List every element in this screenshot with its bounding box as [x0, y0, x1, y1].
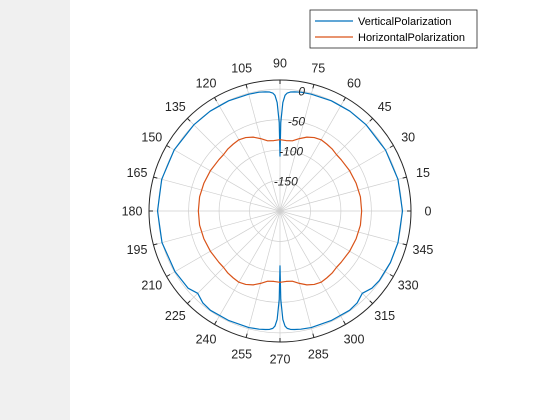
- theta-gridline: [166, 210, 281, 277]
- r-tick-label: -50: [288, 114, 306, 128]
- theta-tick-label: 300: [344, 333, 365, 347]
- theta-tick-mark: [166, 274, 171, 277]
- theta-gridline: [245, 84, 281, 212]
- theta-tick-mark: [402, 243, 407, 246]
- r-tick-label: -100: [279, 144, 303, 158]
- theta-tick-label: 30: [401, 131, 415, 145]
- theta-tick-mark: [389, 274, 394, 277]
- legend-box: [309, 9, 478, 49]
- theta-tick-mark: [166, 145, 171, 148]
- r-tick-label: -150: [274, 174, 298, 188]
- theta-tick-label: 15: [416, 166, 430, 180]
- theta-gridline: [153, 176, 281, 212]
- theta-tick-label: 135: [165, 100, 186, 114]
- theta-tick-mark: [214, 97, 217, 102]
- r-tick-label: 0: [298, 84, 305, 98]
- theta-gridline: [279, 210, 315, 338]
- theta-tick-mark: [153, 243, 158, 246]
- theta-tick-label: 90: [273, 57, 287, 71]
- theta-gridline: [279, 145, 394, 212]
- theta-tick-label: 180: [122, 205, 143, 219]
- theta-tick-label: 105: [231, 62, 252, 76]
- theta-tick-mark: [369, 300, 373, 304]
- theta-tick-label: 315: [374, 309, 395, 323]
- legend-label: VerticalPolarization: [358, 16, 452, 28]
- theta-tick-mark: [402, 176, 407, 179]
- theta-gridline: [245, 210, 281, 338]
- theta-gridline: [279, 210, 346, 325]
- theta-tick-label: 45: [378, 100, 392, 114]
- theta-tick-label: 150: [141, 131, 162, 145]
- theta-tick-label: 0: [425, 205, 432, 219]
- theta-gridline: [279, 97, 346, 212]
- theta-tick-mark: [369, 118, 373, 122]
- theta-tick-label: 165: [127, 166, 148, 180]
- theta-tick-mark: [245, 333, 248, 338]
- r-gridline: [249, 180, 311, 242]
- theta-tick-label: 195: [127, 243, 148, 257]
- theta-gridline: [279, 176, 407, 212]
- theta-tick-label: 330: [398, 279, 419, 293]
- theta-tick-mark: [214, 320, 217, 325]
- theta-tick-label: 75: [311, 62, 325, 76]
- theta-tick-label: 210: [141, 279, 162, 293]
- theta-tick-mark: [343, 97, 346, 102]
- theta-gridline: [187, 118, 281, 212]
- r-gridline: [157, 88, 403, 334]
- legend-label: HorizontalPolarization: [358, 32, 465, 44]
- theta-tick-label: 225: [165, 309, 186, 323]
- theta-tick-mark: [389, 145, 394, 148]
- series-line-vertical: [156, 91, 404, 331]
- theta-gridline: [214, 97, 281, 212]
- theta-tick-label: 255: [231, 347, 252, 361]
- theta-gridline: [279, 210, 394, 277]
- theta-tick-mark: [312, 84, 315, 89]
- theta-tick-mark: [343, 320, 346, 325]
- theta-gridline: [279, 118, 373, 212]
- theta-gridline: [279, 84, 315, 212]
- r-gridline: [188, 119, 372, 303]
- theta-tick-label: 270: [270, 353, 291, 367]
- theta-gridline: [153, 210, 281, 246]
- theta-tick-mark: [187, 118, 191, 122]
- series-line-horizontal: [197, 136, 363, 286]
- theta-tick-mark: [245, 84, 248, 89]
- theta-gridline: [166, 145, 281, 212]
- theta-tick-mark: [187, 300, 191, 304]
- theta-tick-label: 345: [413, 243, 434, 257]
- theta-tick-mark: [153, 176, 158, 179]
- theta-tick-mark: [312, 333, 315, 338]
- theta-tick-label: 60: [347, 76, 361, 90]
- theta-gridline: [279, 210, 407, 246]
- theta-gridline: [214, 210, 281, 325]
- theta-gridline: [187, 210, 281, 304]
- theta-tick-label: 240: [196, 333, 217, 347]
- theta-gridline: [279, 210, 373, 304]
- theta-tick-label: 285: [308, 347, 329, 361]
- theta-tick-label: 120: [196, 76, 217, 90]
